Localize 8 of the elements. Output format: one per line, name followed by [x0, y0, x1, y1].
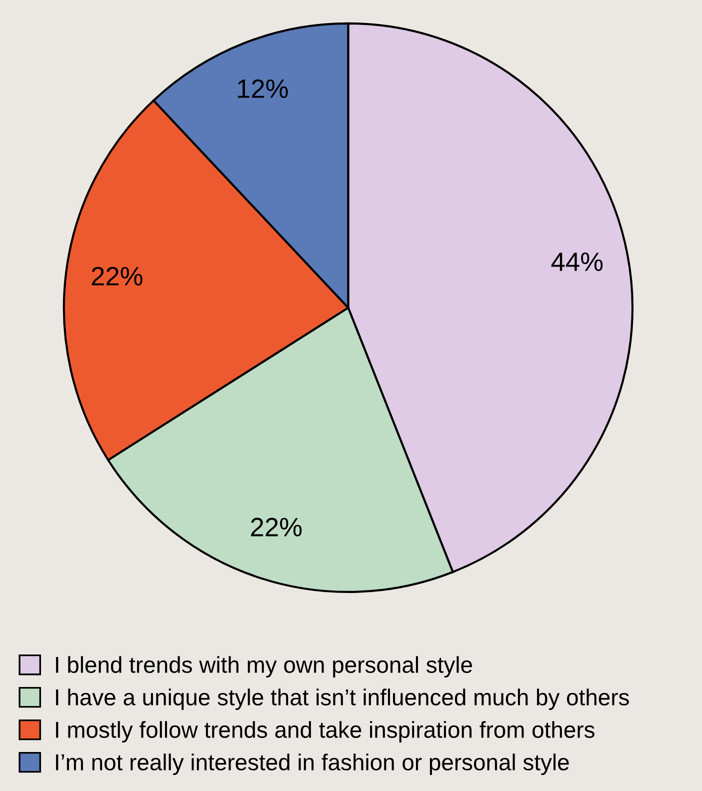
data-label: 12%: [238, 79, 288, 98]
legend-label: I have a unique style that isn’t influenced much by others: [56, 688, 629, 710]
legend-label: I’m not really interested in fashion or personal style: [56, 754, 569, 775]
data-label: 44%: [551, 252, 603, 271]
data-label: 22%: [92, 266, 142, 286]
legend-label: I mostly follow trends and take inspiration from others: [56, 721, 594, 742]
data-label: 22%: [251, 518, 302, 536]
legend-label: I blend trends with my own personal style: [56, 656, 472, 678]
